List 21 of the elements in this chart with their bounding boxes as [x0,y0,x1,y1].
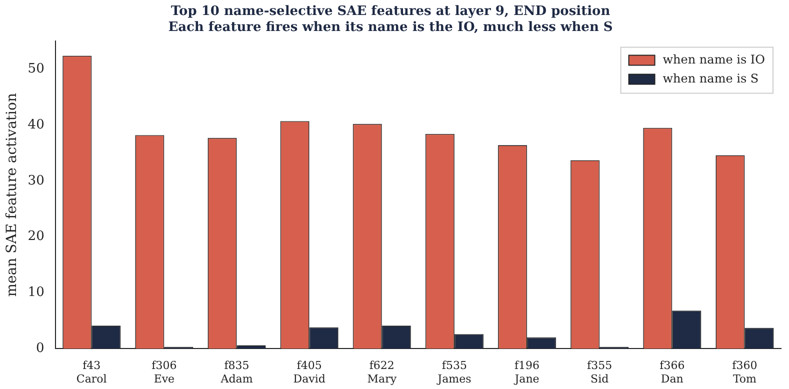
legend-label: when name is S [662,71,759,86]
x-tick-label: f306 Eve [152,359,177,386]
legend-label: when name is IO [662,52,766,66]
y-tick-label: 0 [36,340,44,356]
text: Each feature fires when its name is the IO, much less when S [168,20,613,35]
y-tick-label: 10 [28,285,44,300]
x-tick-label: f535 James [436,359,472,386]
y-axis-title: mean SAE feature activation [4,93,20,297]
x-tick-label: f835 Adam [220,359,254,386]
y-tick-label: 50 [28,62,44,77]
x-tick-label: f196 Jane [514,359,540,386]
x-tick-label: f366 Dan [660,359,685,386]
x-tick-label: f43 Carol [76,359,108,386]
y-tick-label: 20 [28,229,44,244]
text: Top 10 name-selective SAE features at layer 9, END position [170,4,610,20]
x-tick-label: f405 David [293,359,326,386]
y-tick-label: 30 [28,173,44,188]
x-tick-label: f355 Sid [587,359,612,386]
y-tick-label: 40 [28,117,44,132]
x-tick-label: f360 Tom [732,359,758,386]
x-tick-label: f622 Mary [367,359,398,386]
